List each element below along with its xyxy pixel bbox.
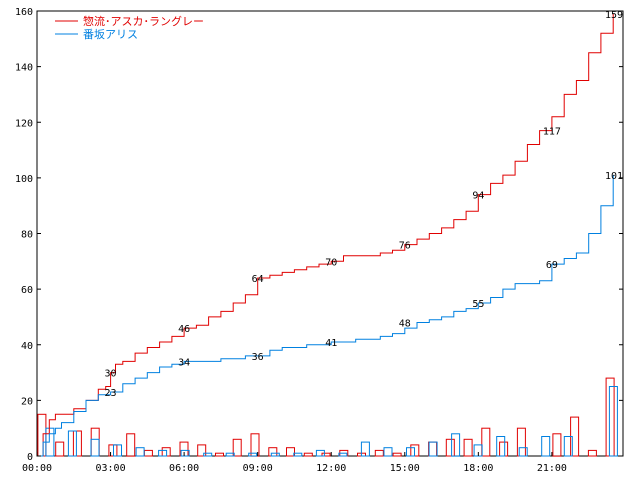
x-tick-label-18: 18:00 — [463, 463, 493, 474]
y-tick-label-60: 60 — [21, 285, 33, 296]
bar-0-32 — [605, 377, 615, 457]
y-tick-label-140: 140 — [15, 63, 33, 74]
bar-1-4 — [135, 447, 145, 457]
bar-1-6 — [180, 449, 190, 457]
y-tick-label-0: 0 — [27, 452, 33, 463]
data-label-1-12: 48 — [399, 319, 411, 330]
bar-1-5 — [158, 449, 168, 457]
bar-1-25 — [608, 386, 618, 457]
bar-1-21 — [518, 447, 528, 457]
bar-1-8 — [225, 452, 235, 457]
bar-1-7 — [203, 452, 213, 457]
legend-label-0: 惣流･アスカ･ラングレー — [83, 14, 204, 28]
data-label-0-6: 117 — [543, 127, 561, 138]
bar-0-6 — [143, 449, 153, 457]
data-label-0-4: 76 — [399, 241, 411, 252]
x-tick-label-12: 12:00 — [316, 463, 346, 474]
bar-0-25 — [481, 427, 491, 457]
data-label-1-15: 101 — [605, 171, 623, 182]
data-label-0-3: 70 — [325, 257, 337, 268]
cumulative-lines — [37, 13, 614, 457]
bar-1-2 — [90, 438, 100, 457]
x-tick-label-6: 06:00 — [169, 463, 199, 474]
bar-0-0 — [37, 413, 47, 457]
bar-1-17 — [428, 441, 438, 457]
bar-0-11 — [232, 438, 242, 457]
bar-1-13 — [338, 452, 348, 457]
data-label-1-13: 55 — [472, 299, 484, 310]
bar-0-24 — [463, 438, 473, 457]
x-tick-label-0: 00:00 — [22, 463, 52, 474]
bar-1-15 — [383, 447, 393, 457]
data-label-0-2: 64 — [252, 274, 264, 285]
bar-1-11 — [293, 452, 303, 457]
x-tick-label-9: 09:00 — [243, 463, 273, 474]
bar-0-4 — [108, 444, 118, 457]
bar-1-9 — [248, 452, 258, 457]
x-tick-label-15: 15:00 — [390, 463, 420, 474]
legend-label-1: 番坂アリス — [83, 28, 138, 41]
bar-0-9 — [197, 444, 207, 457]
y-tick-label-80: 80 — [21, 230, 33, 241]
bar-1-14 — [360, 441, 370, 457]
series-line-1 — [37, 175, 614, 457]
bar-1-3 — [113, 444, 122, 457]
bar-0-15 — [303, 452, 313, 457]
y-tick-label-160: 160 — [15, 7, 33, 18]
axes: 0 20 40 60 80 100 120 140 160 00:00 03:00 06:00 09:0… — [15, 7, 623, 474]
bar-1-10 — [270, 452, 280, 457]
bar-0-27 — [516, 427, 526, 457]
x-tick-label-21: 21:00 — [537, 463, 567, 474]
y-tick-label-40: 40 — [21, 341, 33, 352]
bar-0-3 — [90, 427, 100, 457]
bar-1-20 — [496, 436, 506, 457]
bar-1-23 — [563, 436, 573, 457]
bar-0-23 — [445, 438, 455, 457]
bar-1-18 — [451, 433, 461, 457]
plot-frame — [36, 10, 624, 457]
bar-0-14 — [286, 447, 295, 457]
y-tick-label-20: 20 — [21, 396, 33, 407]
bar-0-10 — [215, 452, 224, 457]
data-label-1-14: 69 — [546, 260, 558, 271]
data-labels: 30 46 64 70 76 94 117 159 23 34 36 41 48 55 69 101 — [105, 10, 623, 399]
data-label-0-7: 159 — [605, 10, 623, 21]
bar-0-20 — [392, 452, 402, 457]
bar-1-22 — [541, 436, 551, 457]
data-label-0-0: 30 — [105, 369, 117, 380]
bar-0-5 — [126, 433, 136, 457]
bar-0-19 — [374, 449, 384, 457]
bar-0-29 — [552, 433, 562, 457]
data-label-1-11: 41 — [325, 338, 337, 349]
bar-1-1 — [67, 430, 77, 457]
data-label-1-10: 36 — [252, 352, 264, 363]
bar-0-31 — [587, 449, 597, 457]
bar-0-2 — [72, 430, 82, 457]
y-tick-label-120: 120 — [15, 118, 33, 129]
bar-1-12 — [315, 449, 325, 457]
bar-0-26 — [499, 441, 509, 457]
bar-0-1 — [55, 441, 65, 457]
x-tick-label-3: 03:00 — [96, 463, 126, 474]
data-label-1-9: 34 — [178, 357, 190, 368]
data-label-0-5: 94 — [472, 191, 484, 202]
y-tick-label-100: 100 — [15, 174, 33, 185]
data-label-0-1: 46 — [178, 324, 190, 335]
hourly-bars — [37, 377, 618, 457]
data-label-1-8: 23 — [105, 388, 117, 399]
bar-0-13 — [268, 447, 278, 457]
bar-1-16 — [406, 447, 415, 457]
bar-0-16 — [321, 452, 331, 457]
bar-0-22 — [428, 441, 438, 457]
series-line-0 — [37, 13, 614, 457]
